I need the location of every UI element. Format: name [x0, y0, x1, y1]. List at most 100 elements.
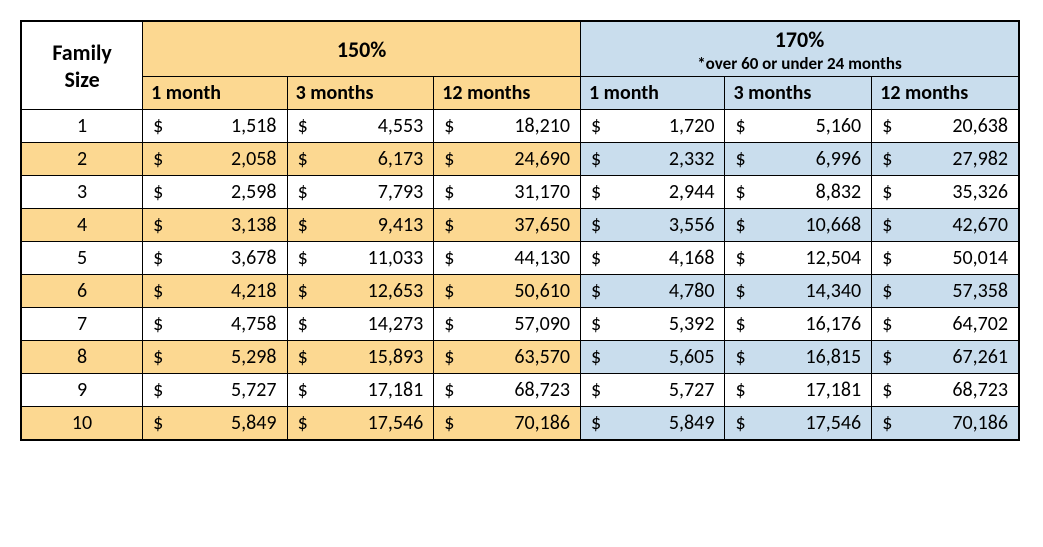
money-value: 5,160: [816, 114, 862, 138]
dollar-sign: $: [444, 378, 454, 402]
dollar-sign: $: [735, 312, 745, 336]
dollar-sign: $: [444, 114, 454, 138]
money-value: 64,702: [952, 312, 1008, 336]
money-value: 12,504: [806, 246, 862, 270]
money-value: 70,186: [952, 411, 1008, 435]
money-cell: $5,160: [725, 110, 872, 143]
dollar-sign: $: [735, 246, 745, 270]
money-cell: $4,553: [287, 110, 434, 143]
dollar-sign: $: [882, 147, 892, 171]
dollar-sign: $: [882, 378, 892, 402]
money-value: 2,944: [669, 180, 715, 204]
money-value: 5,849: [231, 411, 277, 435]
money-value: 3,678: [231, 246, 277, 270]
money-value: 14,273: [368, 312, 424, 336]
money-value: 4,553: [378, 114, 424, 138]
table-row: 4$3,138$9,413$37,650$3,556$10,668$42,670: [21, 209, 1019, 242]
money-cell: $16,176: [725, 308, 872, 341]
money-value: 2,058: [231, 147, 277, 171]
dollar-sign: $: [591, 312, 601, 336]
dollar-sign: $: [591, 279, 601, 303]
dollar-sign: $: [882, 279, 892, 303]
money-cell: $5,849: [143, 407, 287, 441]
dollar-sign: $: [735, 279, 745, 303]
table-row: 5$3,678$11,033$44,130$4,168$12,504$50,01…: [21, 242, 1019, 275]
period-170-1m: 1 month: [581, 77, 725, 110]
dollar-sign: $: [882, 312, 892, 336]
dollar-sign: $: [444, 180, 454, 204]
money-value: 6,996: [816, 147, 862, 171]
dollar-sign: $: [298, 312, 308, 336]
money-value: 7,793: [378, 180, 424, 204]
money-cell: $18,210: [434, 110, 581, 143]
dollar-sign: $: [298, 147, 308, 171]
money-cell: $17,181: [725, 374, 872, 407]
money-cell: $3,138: [143, 209, 287, 242]
family-size-cell: 8: [21, 341, 143, 374]
money-cell: $70,186: [872, 407, 1019, 441]
money-value: 17,546: [806, 411, 862, 435]
money-value: 37,650: [514, 213, 570, 237]
money-cell: $5,392: [581, 308, 725, 341]
money-value: 18,210: [514, 114, 570, 138]
group-150-header: 150%: [143, 21, 581, 77]
money-value: 5,727: [669, 378, 715, 402]
dollar-sign: $: [735, 213, 745, 237]
table-row: 8$5,298$15,893$63,570$5,605$16,815$67,26…: [21, 341, 1019, 374]
money-value: 5,605: [669, 345, 715, 369]
dollar-sign: $: [882, 180, 892, 204]
money-cell: $37,650: [434, 209, 581, 242]
money-cell: $2,944: [581, 176, 725, 209]
money-value: 24,690: [514, 147, 570, 171]
dollar-sign: $: [444, 246, 454, 270]
money-cell: $5,849: [581, 407, 725, 441]
dollar-sign: $: [735, 180, 745, 204]
money-value: 15,893: [368, 345, 424, 369]
money-value: 1,720: [669, 114, 715, 138]
money-value: 4,780: [669, 279, 715, 303]
money-value: 14,340: [806, 279, 862, 303]
dollar-sign: $: [444, 345, 454, 369]
money-cell: $67,261: [872, 341, 1019, 374]
money-value: 31,170: [514, 180, 570, 204]
money-cell: $14,340: [725, 275, 872, 308]
money-value: 63,570: [514, 345, 570, 369]
dollar-sign: $: [298, 213, 308, 237]
money-value: 5,849: [669, 411, 715, 435]
family-size-cell: 9: [21, 374, 143, 407]
family-size-cell: 6: [21, 275, 143, 308]
money-value: 17,181: [368, 378, 424, 402]
dollar-sign: $: [298, 378, 308, 402]
money-cell: $4,168: [581, 242, 725, 275]
money-value: 17,546: [368, 411, 424, 435]
period-150-12m: 12 months: [434, 77, 581, 110]
money-value: 3,556: [669, 213, 715, 237]
money-value: 16,176: [806, 312, 862, 336]
money-value: 35,326: [952, 180, 1008, 204]
dollar-sign: $: [298, 246, 308, 270]
table-row: 2$2,058$6,173$24,690$2,332$6,996$27,982: [21, 143, 1019, 176]
money-value: 68,723: [514, 378, 570, 402]
money-value: 9,413: [378, 213, 424, 237]
dollar-sign: $: [153, 114, 163, 138]
dollar-sign: $: [591, 180, 601, 204]
money-value: 17,181: [806, 378, 862, 402]
table-row: 3$2,598$7,793$31,170$2,944$8,832$35,326: [21, 176, 1019, 209]
money-value: 5,298: [231, 345, 277, 369]
family-size-label-line1: Family: [52, 39, 111, 66]
money-cell: $15,893: [287, 341, 434, 374]
family-size-cell: 7: [21, 308, 143, 341]
dollar-sign: $: [444, 312, 454, 336]
table-row: 6$4,218$12,653$50,610$4,780$14,340$57,35…: [21, 275, 1019, 308]
money-cell: $68,723: [872, 374, 1019, 407]
table-row: 10$5,849$17,546$70,186$5,849$17,546$70,1…: [21, 407, 1019, 441]
family-size-cell: 3: [21, 176, 143, 209]
money-value: 8,832: [816, 180, 862, 204]
dollar-sign: $: [298, 180, 308, 204]
money-value: 4,218: [231, 279, 277, 303]
money-value: 3,138: [231, 213, 277, 237]
money-cell: $9,413: [287, 209, 434, 242]
dollar-sign: $: [735, 114, 745, 138]
dollar-sign: $: [882, 246, 892, 270]
money-cell: $8,832: [725, 176, 872, 209]
